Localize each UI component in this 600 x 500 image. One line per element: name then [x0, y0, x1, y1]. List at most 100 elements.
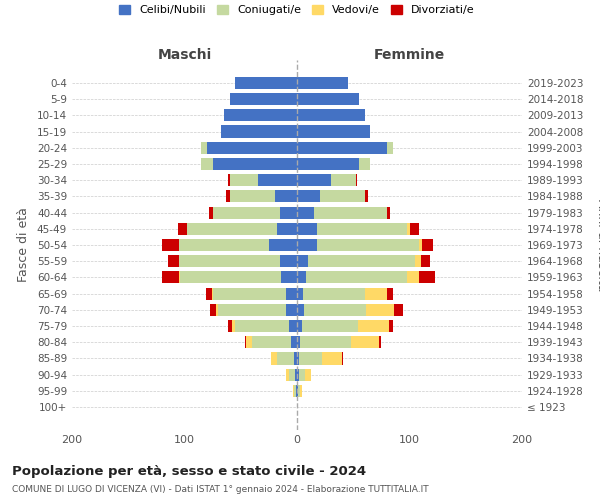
Bar	[365, 288, 387, 300]
Bar	[342, 352, 343, 364]
Bar	[415, 255, 421, 268]
Bar	[422, 239, 433, 251]
Bar	[359, 158, 370, 170]
Bar	[297, 336, 301, 348]
Bar	[409, 222, 419, 235]
Bar	[202, 158, 212, 170]
Bar	[286, 304, 297, 316]
Bar	[297, 320, 302, 332]
Bar	[297, 126, 370, 138]
Bar	[331, 174, 355, 186]
Bar	[297, 304, 304, 316]
Bar	[355, 174, 356, 186]
Bar	[304, 304, 365, 316]
Bar	[296, 385, 297, 397]
Bar	[297, 288, 302, 300]
Bar	[206, 288, 212, 300]
Legend: Celibi/Nubili, Coniugati/e, Vedovi/e, Divorziati/e: Celibi/Nubili, Coniugati/e, Vedovi/e, Di…	[114, 0, 480, 21]
Bar	[226, 190, 229, 202]
Bar	[280, 255, 297, 268]
Bar	[379, 336, 382, 348]
Bar	[394, 304, 403, 316]
Bar	[297, 239, 317, 251]
Bar	[178, 222, 187, 235]
Bar	[289, 368, 295, 381]
Bar	[387, 142, 392, 154]
Bar	[277, 352, 293, 364]
Bar	[365, 190, 368, 202]
Bar	[306, 272, 407, 283]
Bar	[293, 385, 296, 397]
Bar	[229, 93, 297, 105]
Bar	[301, 385, 302, 397]
Bar	[297, 174, 331, 186]
Bar	[218, 304, 286, 316]
Bar	[297, 368, 299, 381]
Bar	[179, 239, 269, 251]
Bar	[286, 368, 289, 381]
Bar	[235, 320, 289, 332]
Bar	[162, 272, 179, 283]
Bar	[297, 352, 299, 364]
Bar	[167, 255, 179, 268]
Y-axis label: Anni di nascita: Anni di nascita	[595, 198, 600, 291]
Bar	[419, 239, 422, 251]
Bar	[302, 320, 358, 332]
Bar	[297, 158, 359, 170]
Bar	[320, 190, 365, 202]
Bar	[209, 206, 212, 218]
Bar	[387, 206, 391, 218]
Bar	[407, 222, 409, 235]
Bar	[292, 336, 297, 348]
Bar	[297, 190, 320, 202]
Bar	[229, 320, 232, 332]
Bar	[297, 255, 308, 268]
Bar	[179, 272, 180, 283]
Bar	[286, 288, 297, 300]
Bar	[299, 368, 305, 381]
Bar	[297, 142, 387, 154]
Bar	[207, 142, 297, 154]
Bar	[289, 320, 297, 332]
Bar	[179, 255, 280, 268]
Bar	[421, 255, 430, 268]
Bar	[212, 206, 280, 218]
Text: Popolazione per età, sesso e stato civile - 2024: Popolazione per età, sesso e stato civil…	[12, 465, 366, 478]
Bar	[180, 272, 281, 283]
Bar	[314, 206, 387, 218]
Bar	[187, 222, 277, 235]
Text: COMUNE DI LUGO DI VICENZA (VI) - Dati ISTAT 1° gennaio 2024 - Elaborazione TUTTI: COMUNE DI LUGO DI VICENZA (VI) - Dati IS…	[12, 485, 428, 494]
Bar	[298, 385, 301, 397]
Bar	[299, 352, 322, 364]
Bar	[212, 158, 297, 170]
Bar	[269, 239, 297, 251]
Bar	[322, 352, 342, 364]
Bar	[280, 206, 297, 218]
Bar	[317, 239, 419, 251]
Bar	[297, 93, 359, 105]
Bar	[305, 368, 311, 381]
Bar	[229, 174, 257, 186]
Bar	[224, 109, 297, 122]
Bar	[211, 304, 216, 316]
Bar	[297, 206, 314, 218]
Bar	[407, 272, 419, 283]
Bar	[293, 352, 297, 364]
Bar	[202, 142, 207, 154]
Bar	[365, 304, 394, 316]
Bar	[351, 336, 379, 348]
Bar	[358, 320, 389, 332]
Bar	[235, 77, 297, 89]
Bar	[212, 288, 286, 300]
Bar	[216, 304, 218, 316]
Bar	[281, 272, 297, 283]
Bar	[275, 190, 297, 202]
Bar	[317, 222, 407, 235]
Bar	[257, 174, 297, 186]
Bar	[387, 288, 392, 300]
Bar	[297, 272, 306, 283]
Bar	[221, 126, 297, 138]
Bar	[252, 336, 292, 348]
Bar	[232, 320, 235, 332]
Bar	[389, 320, 392, 332]
